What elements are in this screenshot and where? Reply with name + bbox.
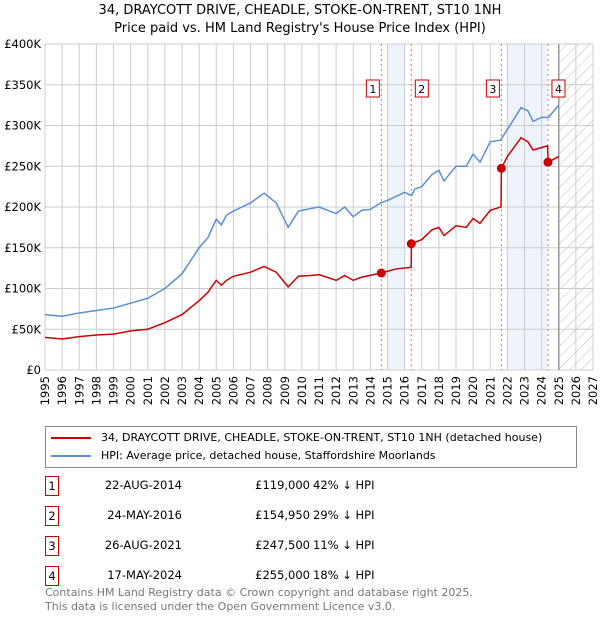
x-tick-label: 2015 xyxy=(381,376,395,405)
hpi-line xyxy=(44,104,560,317)
sale-point xyxy=(376,268,386,278)
y-tick-label: £350K xyxy=(4,78,41,92)
x-tick-label: 2000 xyxy=(124,376,138,405)
x-tick-label: 2022 xyxy=(500,376,514,405)
table-row: 2 24-MAY-2016 £154,950 29% ↓ HPI xyxy=(45,506,445,526)
sale-number-badge: 2 xyxy=(45,506,59,526)
sale-number-badge: 4 xyxy=(45,566,59,586)
x-tick-label: 2017 xyxy=(415,376,429,405)
sale-number-badge: 1 xyxy=(45,476,59,496)
table-row: 3 26-AUG-2021 £247,500 11% ↓ HPI xyxy=(45,536,445,556)
x-tick-label: 2008 xyxy=(261,376,275,405)
x-tick-label: 2010 xyxy=(295,376,309,405)
x-tick-label: 1996 xyxy=(55,376,69,405)
y-tick-label: £250K xyxy=(4,159,41,173)
sale-price: £119,000 xyxy=(255,478,310,492)
title: 34, DRAYCOTT DRIVE, CHEADLE, STOKE-ON-TR… xyxy=(98,3,502,18)
table-row: 1 22-AUG-2014 £119,000 42% ↓ HPI xyxy=(45,476,445,496)
sale-number-badge: 3 xyxy=(45,536,59,556)
y-tick-label: £50K xyxy=(12,322,42,336)
sale-label-box xyxy=(365,79,380,98)
sale-date: 22-AUG-2014 xyxy=(104,478,182,492)
x-tick-label: 2025 xyxy=(552,376,566,405)
legend-swatch-red xyxy=(51,437,91,439)
sale-label-box xyxy=(414,79,429,98)
sale-point xyxy=(543,157,553,167)
x-tick-label: 2009 xyxy=(278,376,292,405)
sale-label: 2 xyxy=(418,83,425,96)
x-tick-label: 2019 xyxy=(449,376,463,405)
sale-price: £247,500 xyxy=(255,538,310,552)
x-tick-label: 2011 xyxy=(312,376,326,405)
x-tick-label: 2020 xyxy=(466,376,480,405)
x-tick-label: 2004 xyxy=(192,376,206,405)
footer: Contains HM Land Registry data © Crown c… xyxy=(45,586,473,614)
x-tick-label: 2001 xyxy=(141,376,155,405)
x-tick-label: 1997 xyxy=(72,376,86,405)
sale-point xyxy=(406,239,416,249)
footer-line-1: Contains HM Land Registry data © Crown c… xyxy=(45,586,473,599)
x-tick-label: 2005 xyxy=(209,376,223,405)
sale-label-box xyxy=(485,79,500,98)
chart: 1995 1996 1997 1998 1999 2000 2001 2002 2003 2004… xyxy=(4,37,600,405)
x-tick-label: 2012 xyxy=(329,376,343,405)
sale-hpi-diff: 42% ↓ HPI xyxy=(313,478,375,492)
y-tick-label: £400K xyxy=(4,37,41,51)
sale-hpi-diff: 29% ↓ HPI xyxy=(313,508,375,522)
subtitle: Price paid vs. HM Land Registry's House … xyxy=(114,21,486,36)
sale-date: 17-MAY-2024 xyxy=(107,568,182,582)
x-tick-label: 2007 xyxy=(244,376,258,405)
x-tick-label: 2013 xyxy=(346,376,360,405)
x-tick-label: 2027 xyxy=(586,376,600,405)
y-tick-label: £200K xyxy=(4,200,41,214)
legend-item-hpi: HPI: Average price, detached house, Staf… xyxy=(51,449,436,463)
x-tick-label: 2003 xyxy=(175,376,189,405)
x-tick-label: 2016 xyxy=(398,376,412,405)
sale-hpi-diff: 18% ↓ HPI xyxy=(313,568,375,582)
sale-price: £154,950 xyxy=(255,508,310,522)
sale-label-box xyxy=(551,79,566,98)
y-tick-label: £0 xyxy=(26,363,41,377)
x-tick-label: 2002 xyxy=(158,376,172,405)
table-row: 4 17-MAY-2024 £255,000 18% ↓ HPI xyxy=(45,566,445,586)
x-tick-label: 2021 xyxy=(483,376,497,405)
x-tick-label: 2024 xyxy=(535,376,549,405)
y-tick-label: £150K xyxy=(4,241,41,255)
sale-date: 24-MAY-2016 xyxy=(107,508,182,522)
legend-label: HPI: Average price, detached house, Staf… xyxy=(101,449,436,462)
legend-item-property: 34, DRAYCOTT DRIVE, CHEADLE, STOKE-ON-TR… xyxy=(51,431,542,445)
sale-label: 1 xyxy=(369,83,376,96)
x-tick-label: 2018 xyxy=(432,376,446,405)
x-tick-label: 2023 xyxy=(518,376,532,405)
x-tick-label: 2026 xyxy=(569,376,583,405)
y-tick-label: £100K xyxy=(4,282,41,296)
sale-date: 26-AUG-2021 xyxy=(104,538,182,552)
sale-label: 3 xyxy=(489,83,496,96)
sale-point xyxy=(496,163,506,173)
legend-swatch-blue xyxy=(51,455,91,457)
x-tick-label: 1995 xyxy=(38,376,52,405)
y-tick-label: £300K xyxy=(4,119,41,133)
legend: 34, DRAYCOTT DRIVE, CHEADLE, STOKE-ON-TR… xyxy=(45,426,577,468)
x-tick-label: 1999 xyxy=(107,376,121,405)
x-tick-label: 2014 xyxy=(363,376,377,405)
x-tick-label: 2006 xyxy=(226,376,240,405)
sale-hpi-diff: 11% ↓ HPI xyxy=(313,538,375,552)
legend-label: 34, DRAYCOTT DRIVE, CHEADLE, STOKE-ON-TR… xyxy=(101,431,543,444)
sale-label: 4 xyxy=(555,83,562,96)
x-tick-label: 1998 xyxy=(89,376,103,405)
sale-price: £255,000 xyxy=(255,568,310,582)
footer-line-2: This data is licensed under the Open Gov… xyxy=(45,600,396,613)
chart-title: 34, DRAYCOTT DRIVE, CHEADLE, STOKE-ON-TR… xyxy=(0,2,600,38)
